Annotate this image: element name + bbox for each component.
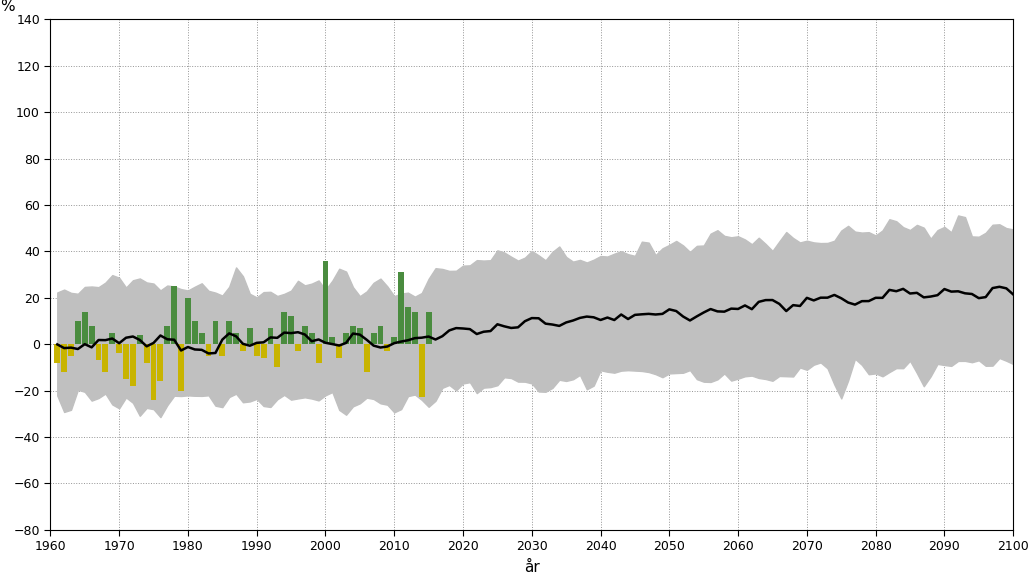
Bar xyxy=(157,344,164,381)
Bar xyxy=(337,344,342,358)
Y-axis label: %: % xyxy=(0,0,15,15)
Bar xyxy=(82,312,88,344)
Bar xyxy=(282,312,287,344)
Bar xyxy=(316,344,321,363)
Bar xyxy=(309,332,315,344)
Bar xyxy=(247,328,253,344)
Bar xyxy=(220,344,225,356)
Bar xyxy=(301,325,308,344)
Bar xyxy=(350,325,356,344)
Bar xyxy=(199,332,204,344)
Bar xyxy=(75,321,81,344)
Bar xyxy=(240,344,246,351)
Bar xyxy=(295,344,300,351)
Bar xyxy=(165,325,170,344)
Bar xyxy=(61,344,67,372)
Bar xyxy=(426,312,432,344)
Bar xyxy=(103,344,109,372)
Bar xyxy=(371,332,376,344)
Bar xyxy=(54,344,60,363)
Bar xyxy=(226,321,232,344)
Bar xyxy=(116,344,122,353)
Bar xyxy=(329,337,336,344)
Bar xyxy=(171,286,177,344)
Bar xyxy=(130,344,136,386)
Bar xyxy=(123,344,128,379)
Bar xyxy=(150,344,156,400)
Bar xyxy=(405,307,411,344)
Bar xyxy=(364,344,370,372)
X-axis label: år: år xyxy=(524,560,540,575)
Bar xyxy=(419,344,425,398)
Bar xyxy=(137,335,143,344)
Bar xyxy=(110,332,115,344)
Bar xyxy=(398,272,404,344)
Bar xyxy=(212,321,219,344)
Bar xyxy=(89,325,94,344)
Bar xyxy=(377,325,383,344)
Bar xyxy=(205,344,211,356)
Bar xyxy=(185,298,191,344)
Bar xyxy=(357,328,363,344)
Bar xyxy=(392,337,397,344)
Bar xyxy=(144,344,149,363)
Bar xyxy=(412,312,418,344)
Bar xyxy=(384,344,391,351)
Bar xyxy=(68,344,74,356)
Bar xyxy=(322,261,328,344)
Bar xyxy=(95,344,102,360)
Bar xyxy=(343,332,349,344)
Bar xyxy=(178,344,184,391)
Bar xyxy=(192,321,198,344)
Bar xyxy=(288,316,294,344)
Bar xyxy=(275,344,281,367)
Bar xyxy=(233,332,239,344)
Bar xyxy=(254,344,260,356)
Bar xyxy=(261,344,266,358)
Bar xyxy=(267,328,274,344)
